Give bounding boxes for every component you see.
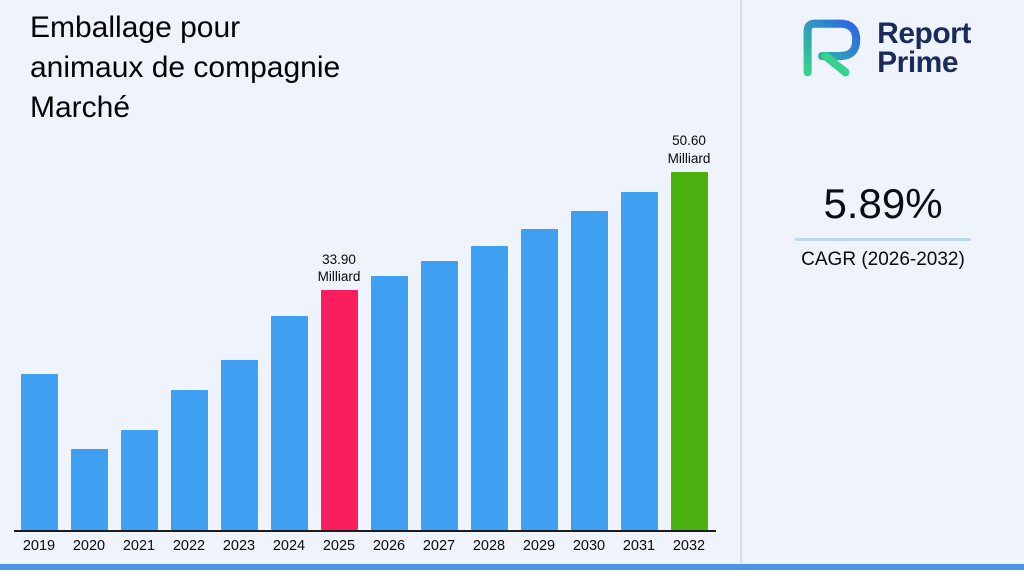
- bar-2027: [420, 261, 458, 530]
- bar-2022: [170, 389, 208, 530]
- x-tick-2030: 2030: [572, 538, 606, 554]
- report-prime-logo-text: Report Prime: [877, 16, 971, 79]
- x-tick-2021: 2021: [122, 538, 156, 554]
- bar-2024: [270, 316, 308, 530]
- cagr-value: 5.89%: [823, 180, 943, 227]
- bar-slot-2025: 33.90 Milliard: [314, 251, 364, 530]
- value-label-2032: 50.60 Milliard: [667, 133, 711, 166]
- bar-series: 33.90 Milliard 50.60 Milliard: [14, 128, 716, 530]
- x-tick-2029: 2029: [522, 538, 556, 554]
- report-prime-logo-icon: [803, 19, 861, 77]
- bar-slot-2028: [464, 245, 514, 530]
- cagr-block: 5.89% CAGR (2026-2032): [742, 180, 1024, 271]
- bar-2026: [370, 276, 408, 530]
- x-tick-2025: 2025: [322, 538, 356, 554]
- bar-2025: [320, 290, 358, 530]
- bar-slot-2031: [614, 191, 664, 530]
- bottom-accent-strip: [0, 564, 1024, 570]
- page-title-line-3: Marché: [30, 90, 131, 124]
- bar-slot-2027: [414, 261, 464, 530]
- x-tick-2023: 2023: [222, 538, 256, 554]
- bar-slot-2032: 50.60 Milliard: [664, 132, 714, 530]
- x-tick-2026: 2026: [372, 538, 406, 554]
- bar-2032: [670, 172, 708, 530]
- bar-2030: [570, 210, 608, 530]
- bar-2028: [470, 245, 508, 530]
- bar-2023: [220, 359, 258, 530]
- logo-text-line-2: Prime: [877, 46, 959, 79]
- bar-slot-2026: [364, 276, 414, 530]
- bar-slot-2019: [14, 374, 64, 530]
- x-tick-2032: 2032: [672, 538, 706, 554]
- x-axis-ticks: 2019 2020 2021 2022 2023 2024 2025 2026 2027 2028…: [14, 532, 716, 554]
- x-tick-2024: 2024: [272, 538, 306, 554]
- bar-slot-2022: [164, 389, 214, 530]
- bar-2029: [520, 228, 558, 530]
- bar-slot-2024: [264, 316, 314, 530]
- bar-2021: [120, 429, 158, 530]
- logo-text-line-1: Report: [877, 16, 971, 50]
- vertical-divider: [740, 0, 742, 564]
- right-panel: Report Prime 5.89% CAGR (2026-2032): [742, 0, 1024, 576]
- bar-chart: 33.90 Milliard 50.60 Milliard 2019 2020 2021 2…: [14, 128, 716, 554]
- bar-slot-2030: [564, 210, 614, 530]
- bar-slot-2020: [64, 448, 114, 530]
- x-tick-2020: 2020: [72, 538, 106, 554]
- cagr-label: CAGR (2026-2032): [801, 249, 965, 270]
- bottom-white-strip: [0, 570, 1024, 576]
- x-axis-line: [14, 530, 716, 532]
- bar-2020: [70, 448, 108, 530]
- value-label-2025: 33.90 Milliard: [317, 251, 361, 284]
- x-tick-2022: 2022: [172, 538, 206, 554]
- page-title-line-1: Emballage pour: [30, 11, 241, 44]
- page-title: Emballage pour animaux de compagnie Marc…: [30, 8, 340, 128]
- cagr-underline: [795, 238, 971, 241]
- x-tick-2027: 2027: [422, 538, 456, 554]
- bar-slot-2023: [214, 359, 264, 530]
- x-tick-2019: 2019: [22, 538, 56, 554]
- bar-slot-2029: [514, 228, 564, 530]
- page-title-line-2: animaux de compagnie: [30, 50, 341, 84]
- bar-2031: [620, 191, 658, 530]
- bar-2019: [20, 374, 58, 530]
- x-tick-2028: 2028: [472, 538, 506, 554]
- bar-slot-2021: [114, 429, 164, 530]
- report-prime-logo: Report Prime: [742, 16, 1024, 80]
- x-tick-2031: 2031: [622, 538, 656, 554]
